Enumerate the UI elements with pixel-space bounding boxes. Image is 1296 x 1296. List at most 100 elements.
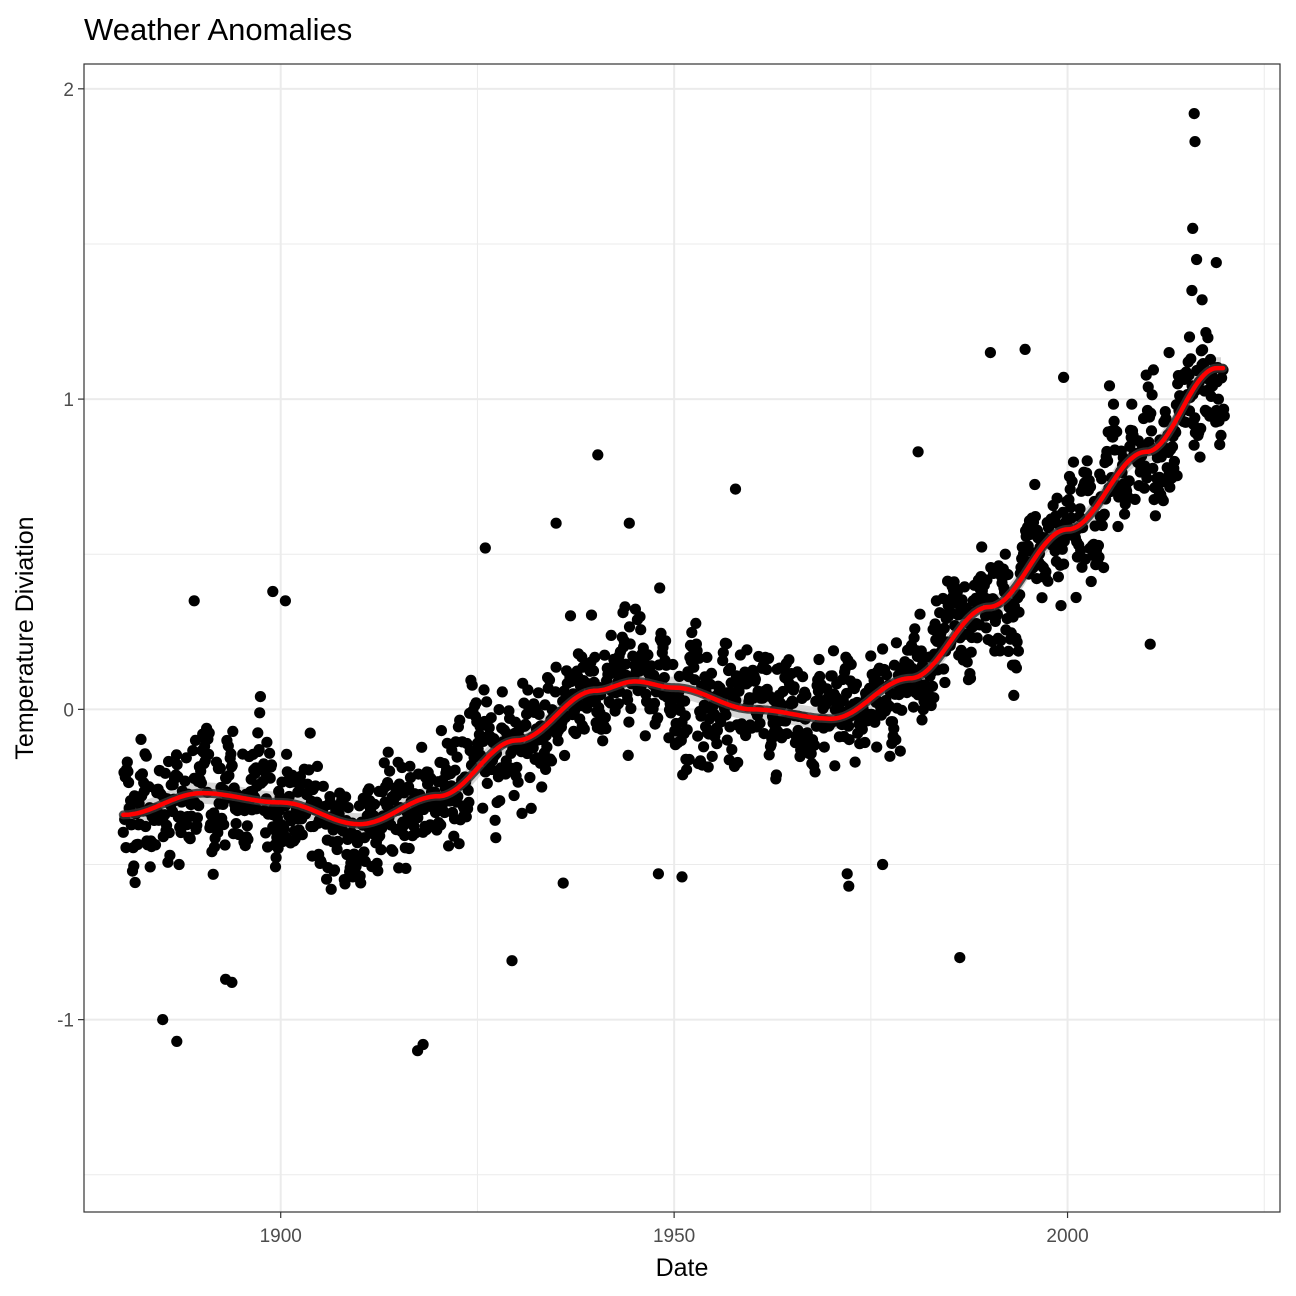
data-point — [683, 753, 695, 766]
data-point — [965, 646, 977, 658]
data-point-outlier — [676, 871, 688, 883]
data-point-outlier — [1189, 136, 1201, 148]
data-point — [1096, 473, 1108, 485]
data-point — [159, 767, 171, 779]
data-point — [123, 776, 135, 789]
data-point — [827, 645, 840, 657]
data-point — [845, 658, 857, 671]
data-point — [203, 748, 215, 760]
data-point — [622, 749, 634, 762]
data-point — [711, 724, 724, 737]
data-point — [1093, 551, 1105, 563]
data-point — [435, 725, 447, 737]
data-point — [179, 775, 191, 787]
data-point — [813, 653, 825, 666]
data-point — [620, 658, 632, 670]
data-point — [466, 679, 478, 691]
data-point — [117, 826, 129, 838]
data-point — [1218, 410, 1230, 422]
data-point — [754, 717, 766, 729]
data-point — [489, 814, 501, 826]
data-point — [1040, 566, 1052, 578]
data-point — [1145, 407, 1157, 419]
data-point — [914, 608, 926, 620]
data-point — [191, 812, 203, 824]
data-point — [1074, 503, 1086, 515]
data-point — [545, 755, 558, 767]
data-point — [264, 747, 276, 759]
data-point — [387, 845, 399, 857]
data-point — [720, 709, 732, 721]
data-point — [135, 733, 147, 746]
data-point — [849, 756, 861, 768]
data-point — [1215, 429, 1227, 441]
data-point — [481, 777, 493, 790]
data-point — [915, 645, 927, 657]
data-point — [1112, 520, 1124, 533]
data-point — [296, 829, 308, 841]
data-point — [230, 818, 242, 830]
data-point — [140, 750, 152, 762]
data-point — [648, 697, 661, 709]
data-point — [1202, 332, 1214, 344]
data-point — [226, 759, 238, 772]
data-point — [961, 656, 973, 668]
data-point — [991, 608, 1004, 620]
data-point — [128, 860, 140, 872]
data-point — [144, 861, 156, 873]
data-point — [227, 725, 239, 738]
data-point — [585, 609, 598, 621]
data-point — [894, 745, 906, 757]
data-point — [1194, 451, 1206, 463]
data-point — [439, 806, 451, 819]
data-point — [1084, 481, 1097, 493]
data-point — [1066, 475, 1078, 487]
data-point-outlier — [841, 868, 853, 880]
data-point — [701, 651, 713, 664]
data-point-outlier — [592, 449, 604, 461]
data-point — [570, 728, 582, 740]
data-point — [705, 667, 718, 680]
data-point — [1002, 645, 1015, 658]
data-point-outlier — [1186, 284, 1198, 297]
data-point — [278, 822, 290, 835]
data-point — [449, 764, 461, 776]
data-point — [270, 852, 282, 864]
data-point — [559, 749, 571, 762]
data-point — [869, 716, 881, 728]
data-point — [763, 652, 775, 665]
data-point — [400, 862, 412, 875]
data-point — [121, 756, 133, 768]
data-point — [599, 712, 611, 724]
axis-ticks: 1900 1950 2000 -1 0 1 2 — [57, 80, 1089, 1247]
data-point — [511, 761, 523, 773]
data-point — [264, 772, 276, 784]
data-point — [658, 672, 670, 684]
data-point-outlier — [729, 483, 742, 495]
data-point — [496, 686, 508, 698]
data-point — [525, 802, 537, 815]
data-point — [1145, 425, 1158, 437]
data-point — [711, 738, 723, 750]
data-point — [350, 860, 362, 873]
data-point — [173, 858, 185, 871]
data-point — [600, 723, 612, 735]
data-point — [564, 610, 577, 622]
data-point — [181, 819, 193, 831]
data-point — [164, 849, 176, 861]
data-point-outlier — [984, 347, 997, 359]
data-point — [163, 755, 175, 768]
data-point-outlier — [912, 446, 924, 458]
grid — [83, 64, 1280, 1212]
data-point — [384, 765, 396, 777]
data-point-outlier — [157, 1014, 169, 1026]
data-point — [382, 746, 394, 758]
data-point — [1011, 636, 1023, 648]
data-point — [818, 741, 830, 753]
data-point — [477, 802, 489, 814]
data-point — [877, 643, 889, 655]
data-point — [909, 623, 921, 635]
data-point — [122, 766, 134, 778]
y-tick-label: 0 — [63, 700, 74, 721]
